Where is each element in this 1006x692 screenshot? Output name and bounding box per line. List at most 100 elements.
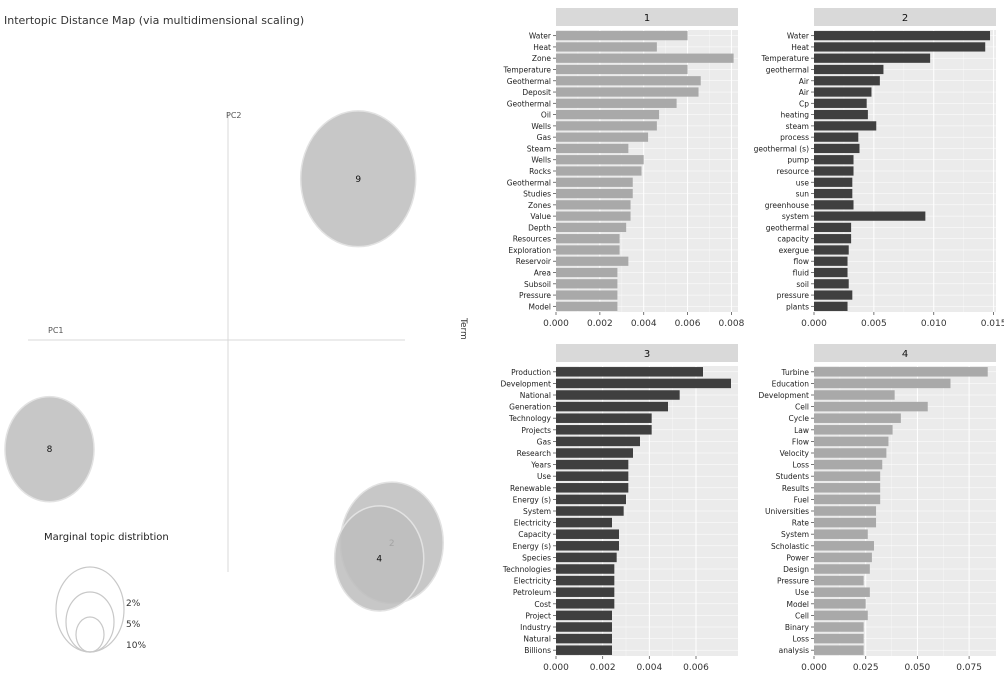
facet-svg-4: 4 0.000 0.025 0.050 0.075 Turbine Education Dev… (759, 344, 996, 673)
category-label-4: Air (799, 77, 810, 86)
x-tick-label-1: 0.002 (590, 663, 616, 673)
bar-3 (814, 401, 928, 412)
category-label-13: Electricity (514, 519, 552, 528)
category-label-1: Education (772, 379, 810, 388)
category-label-24: plants (786, 302, 809, 311)
facet-strip-3 (556, 344, 738, 362)
category-label-24: Model (528, 302, 551, 311)
bar-6 (814, 436, 889, 447)
bar-19 (556, 587, 615, 597)
bar-3 (556, 401, 668, 412)
bar-1 (556, 42, 657, 52)
bar-23 (814, 633, 864, 644)
facet-strip-2 (814, 8, 996, 26)
bar-20 (814, 599, 866, 609)
bar-0 (814, 367, 988, 377)
bar-15 (814, 200, 854, 210)
category-label-22: Binary (785, 623, 810, 632)
x-tick-label-3: 0.075 (956, 663, 982, 673)
category-label-7: heating (780, 111, 809, 120)
category-label-20: Reservoir (516, 257, 552, 266)
category-label-12: Universities (765, 507, 809, 516)
bar-14 (814, 529, 868, 539)
bar-0 (814, 31, 991, 41)
bar-18 (556, 234, 620, 244)
bar-15 (556, 200, 631, 210)
facet-strip-4 (814, 344, 996, 362)
category-label-12: resource (777, 167, 810, 176)
bar-4 (814, 76, 880, 86)
facet-topic-2: 2 0.000 0.005 0.010 0.015 Water Heat Temperatur… (748, 6, 1006, 342)
category-label-2: Development (759, 391, 810, 400)
bar-17 (556, 564, 615, 574)
category-label-8: Loss (793, 461, 810, 470)
bar-14 (556, 529, 619, 539)
category-label-9: Use (537, 472, 551, 481)
bar-4 (556, 76, 701, 86)
category-label-5: Air (799, 88, 810, 97)
bar-7 (814, 109, 868, 120)
bar-13 (556, 177, 633, 187)
category-label-6: Geothermal (507, 99, 551, 108)
x-tick-label-2: 0.050 (905, 663, 931, 673)
facet-title-2: 2 (902, 13, 908, 24)
category-label-8: Wells (531, 122, 551, 131)
facet-strip-1 (556, 8, 738, 26)
category-label-21: Cell (795, 611, 809, 620)
bar-10 (556, 143, 629, 154)
category-label-1: Development (501, 379, 552, 388)
x-tick-label-2: 0.010 (921, 319, 947, 329)
bar-15 (556, 541, 619, 551)
marginal-level-0: 2% (126, 599, 141, 609)
category-label-3: Temperature (502, 65, 551, 74)
category-label-10: geothermal (s) (754, 144, 809, 153)
bar-12 (814, 506, 877, 516)
bar-0 (556, 31, 688, 41)
category-label-8: steam (786, 122, 809, 131)
category-label-6: Gas (537, 437, 551, 446)
bar-18 (814, 234, 852, 244)
bar-2 (814, 390, 895, 400)
category-label-19: exergue (779, 246, 810, 255)
bar-18 (814, 575, 864, 586)
category-label-12: Rocks (529, 167, 551, 176)
bar-24 (814, 645, 864, 655)
bar-13 (556, 517, 612, 528)
bar-3 (814, 64, 884, 75)
bar-21 (556, 267, 618, 278)
bar-5 (814, 425, 893, 435)
bar-5 (814, 87, 872, 97)
bar-16 (556, 211, 631, 221)
category-label-3: Generation (509, 403, 551, 412)
category-label-20: flow (794, 257, 809, 266)
topic-bubble-label-4: 4 (376, 554, 382, 564)
bar-8 (814, 459, 883, 470)
facet-title-4: 4 (902, 349, 908, 360)
bar-14 (814, 188, 853, 199)
bar-10 (814, 483, 881, 493)
bar-19 (814, 245, 849, 255)
facet-title-1: 1 (644, 13, 650, 24)
bar-7 (814, 448, 887, 458)
bar-18 (556, 575, 615, 586)
bar-8 (556, 121, 657, 131)
bar-1 (814, 42, 986, 52)
x-tick-label-1: 0.025 (853, 663, 879, 673)
x-tick-label-1: 0.005 (861, 319, 887, 329)
bar-9 (556, 132, 649, 142)
category-label-5: Deposit (522, 88, 551, 97)
bar-7 (556, 109, 660, 120)
category-label-7: Oil (541, 111, 551, 120)
marginal-title: Marginal topic distribtion (44, 532, 169, 543)
category-label-15: Scholastic (771, 542, 809, 551)
category-label-15: Energy (s) (513, 542, 551, 551)
category-label-5: Projects (521, 426, 551, 435)
category-label-10: Results (782, 484, 809, 493)
bar-12 (556, 166, 642, 176)
pc2-label: PC2 (226, 111, 242, 120)
bar-10 (556, 483, 629, 493)
bar-21 (556, 610, 612, 621)
category-label-18: Resources (513, 235, 551, 244)
topic-bubble-4 (333, 505, 425, 612)
